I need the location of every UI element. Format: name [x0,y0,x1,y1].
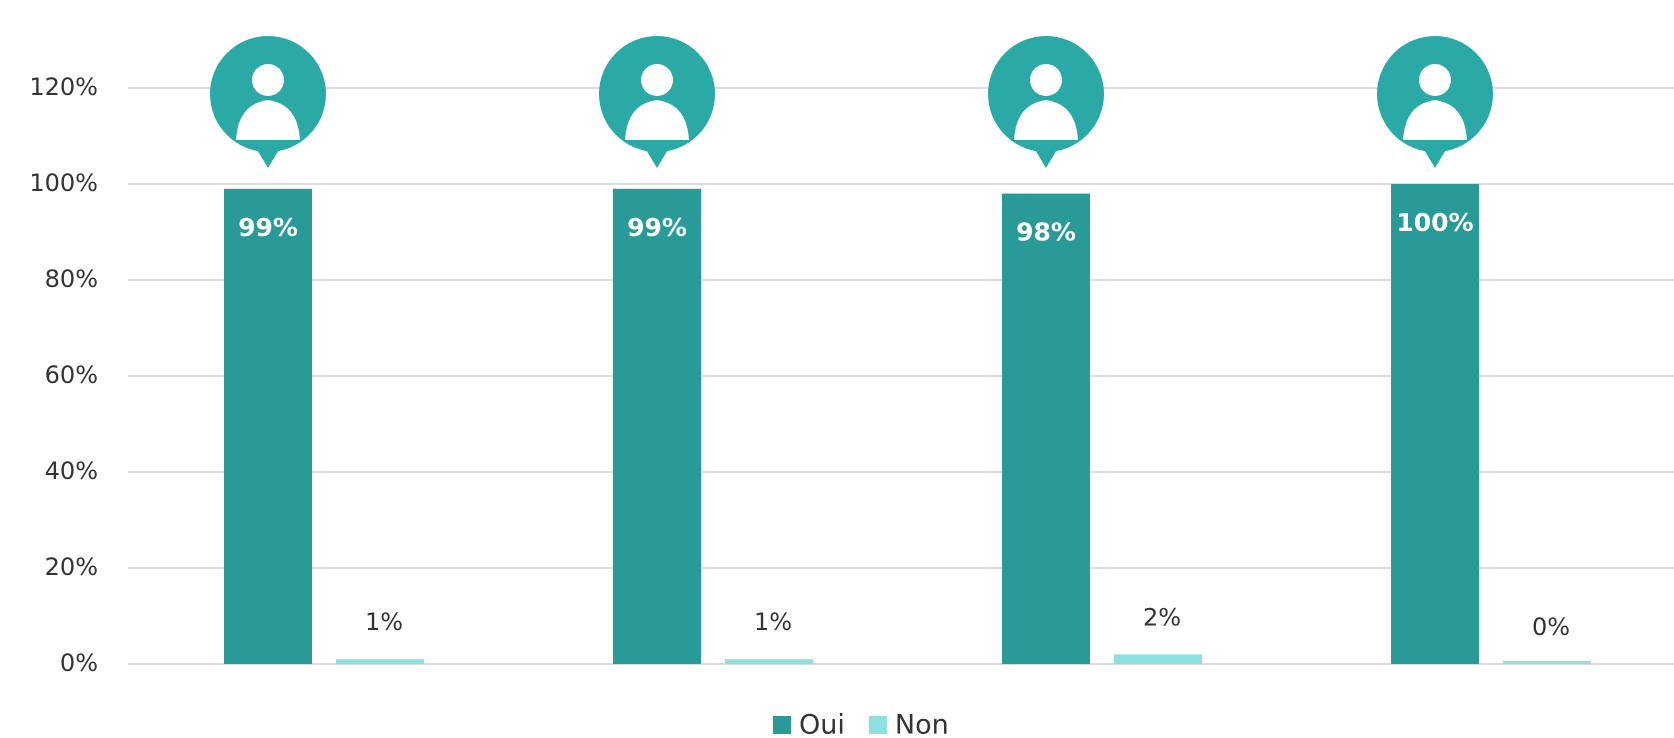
legend-swatch [773,716,791,734]
icon-figure [1014,100,1078,140]
bar [1503,661,1591,664]
icon-figure [236,100,300,140]
value-label: 1% [754,608,792,636]
bar [336,659,424,664]
icon-figure [625,100,689,140]
bar [224,188,312,665]
icon-pointer [1423,148,1447,168]
y-tick-label: 40% [45,457,98,485]
icon-pointer [1034,148,1058,168]
value-label: 0% [1532,613,1570,641]
icon-figure [641,64,673,96]
value-label: 2% [1143,603,1181,631]
icon-pointer [645,148,669,168]
y-tick-label: 80% [45,265,98,293]
bar [1114,654,1202,664]
icon-figure [1403,100,1467,140]
y-tick-label: 60% [45,361,98,389]
legend-swatch [868,716,887,734]
y-tick-label: 100% [29,169,98,197]
bar [613,188,701,665]
bar [725,659,813,664]
icon-figure [1419,64,1451,96]
value-label: 98% [1016,218,1076,247]
y-tick-label: 120% [29,73,98,101]
icon-figure [1030,64,1062,96]
value-label: 99% [238,213,298,242]
bar [1391,184,1479,664]
value-label: 1% [365,608,403,636]
y-tick-label: 0% [60,649,98,677]
bar [1002,193,1090,664]
y-tick-label: 20% [45,553,98,581]
icon-figure [252,64,284,96]
legend-label: Oui [799,710,845,738]
icon-pointer [256,148,280,168]
value-label: 100% [1396,208,1473,237]
legend-label: Non [895,710,949,738]
value-label: 99% [627,213,687,242]
